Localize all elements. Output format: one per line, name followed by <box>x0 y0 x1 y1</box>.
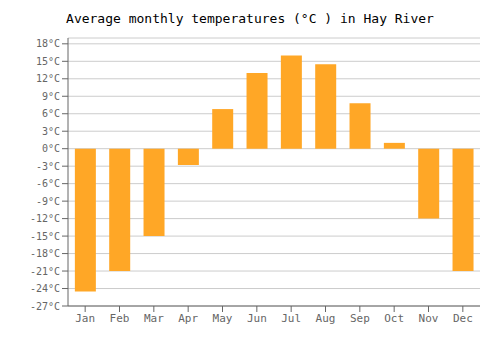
svg-text:6°C: 6°C <box>42 108 60 119</box>
svg-text:18°C: 18°C <box>36 38 60 49</box>
svg-text:Nov: Nov <box>419 312 439 325</box>
svg-text:Apr: Apr <box>178 312 198 325</box>
svg-text:Jun: Jun <box>247 312 267 325</box>
svg-text:Dec: Dec <box>453 312 473 325</box>
svg-text:-3°C: -3°C <box>36 161 60 172</box>
svg-text:-21°C: -21°C <box>30 266 60 277</box>
svg-text:Mar: Mar <box>144 312 164 325</box>
svg-text:15°C: 15°C <box>36 56 60 67</box>
svg-text:May: May <box>213 312 233 325</box>
svg-text:Feb: Feb <box>110 312 130 325</box>
svg-text:Jul: Jul <box>281 312 301 325</box>
svg-text:-24°C: -24°C <box>30 283 60 294</box>
svg-text:Sep: Sep <box>350 312 370 325</box>
svg-text:9°C: 9°C <box>42 91 60 102</box>
svg-text:Oct: Oct <box>384 312 404 325</box>
svg-text:-15°C: -15°C <box>30 231 60 242</box>
svg-text:Jan: Jan <box>75 312 95 325</box>
svg-text:-6°C: -6°C <box>36 178 60 189</box>
html-text:Average monthly temperatures (: Average monthly temperatures (°C ) in Ha… <box>66 11 434 26</box>
svg-text:-18°C: -18°C <box>30 248 60 259</box>
svg-text:Aug: Aug <box>316 312 336 325</box>
svg-text:0°C: 0°C <box>42 143 60 154</box>
svg-text:3°C: 3°C <box>42 126 60 137</box>
svg-text:-27°C: -27°C <box>30 301 60 312</box>
svg-text:12°C: 12°C <box>36 73 60 84</box>
svg-text:-12°C: -12°C <box>30 213 60 224</box>
svg-text:-9°C: -9°C <box>36 196 60 207</box>
